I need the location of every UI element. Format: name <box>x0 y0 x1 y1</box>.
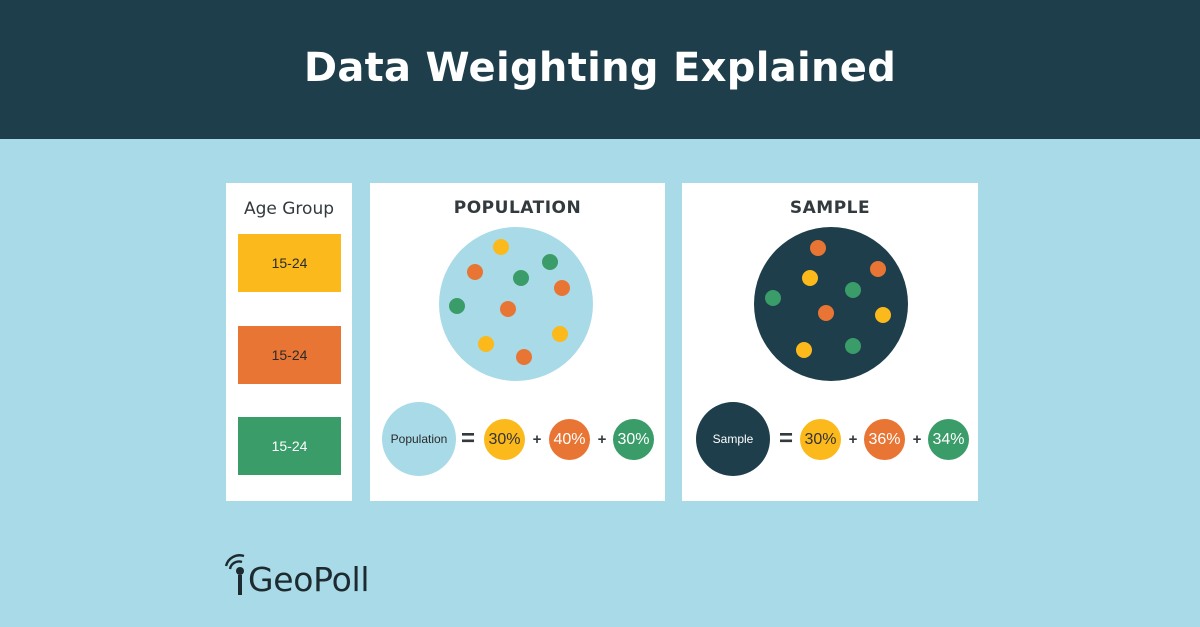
population-dot-orange <box>554 280 570 296</box>
sample-circle-diagram <box>754 227 908 381</box>
sample-dot-yellow <box>802 270 818 286</box>
sample-title: SAMPLE <box>789 198 871 218</box>
sample-dot-orange <box>818 305 834 321</box>
equals-sign: = <box>778 425 793 452</box>
sample-dot-green <box>765 290 781 306</box>
sample-pct-green: 34% <box>928 419 969 460</box>
population-panel: POPULATION Population = 30% + 40% + 30% <box>370 183 665 501</box>
sample-dot-green <box>845 282 861 298</box>
population-pct-orange: 40% <box>549 419 590 460</box>
population-dot-green <box>513 270 529 286</box>
population-dot-orange <box>467 264 483 280</box>
sample-pct-orange: 36% <box>864 419 905 460</box>
population-pct-yellow: 30% <box>484 419 525 460</box>
population-legend-label: Population <box>390 432 448 446</box>
age-group-box-green: 15-24 <box>238 417 341 475</box>
sample-circle <box>754 227 908 381</box>
population-dot-yellow <box>552 326 568 342</box>
sample-dot-green <box>845 338 861 354</box>
population-dot-orange <box>500 301 516 317</box>
age-group-title: Age Group <box>243 199 335 219</box>
population-circle-diagram <box>439 227 593 381</box>
sample-legend-label: Sample <box>712 432 754 446</box>
signal-antenna-icon <box>224 554 245 595</box>
header-bar: Data Weighting Explained <box>0 0 1200 139</box>
population-pct-green: 30% <box>613 419 654 460</box>
page-title: Data Weighting Explained <box>303 44 897 91</box>
equals-sign: = <box>460 425 475 452</box>
logo-text: GeoPoll <box>248 560 370 599</box>
sample-panel: SAMPLE Sample = 30% + 36% + 34% <box>682 183 978 501</box>
sample-pct-yellow: 30% <box>800 419 841 460</box>
population-legend-circle: Population <box>382 402 456 476</box>
age-group-panel: Age Group 15-24 15-24 15-24 <box>226 183 352 501</box>
population-dot-yellow <box>478 336 494 352</box>
plus-sign: + <box>848 430 858 448</box>
sample-dot-orange <box>870 261 886 277</box>
geopoll-logo: GeoPoll <box>222 552 392 602</box>
plus-sign: + <box>912 430 922 448</box>
sample-dot-yellow <box>796 342 812 358</box>
population-dot-yellow <box>493 239 509 255</box>
age-group-box-orange: 15-24 <box>238 326 341 384</box>
plus-sign: + <box>532 430 542 448</box>
sample-dot-orange <box>810 240 826 256</box>
sample-dot-yellow <box>875 307 891 323</box>
population-dot-green <box>542 254 558 270</box>
age-group-box-yellow: 15-24 <box>238 234 341 292</box>
sample-legend-circle: Sample <box>696 402 770 476</box>
population-dot-green <box>449 298 465 314</box>
population-title: POPULATION <box>453 198 582 218</box>
plus-sign: + <box>597 430 607 448</box>
population-dot-orange <box>516 349 532 365</box>
